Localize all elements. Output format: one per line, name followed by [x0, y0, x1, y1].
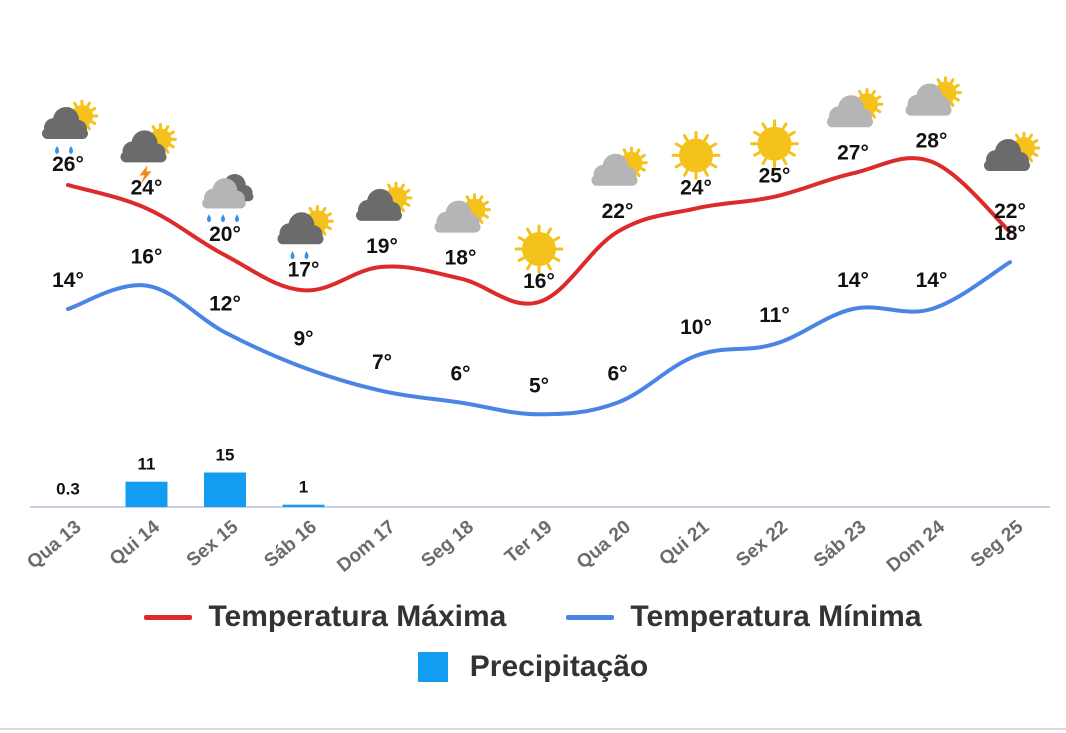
x-tick-label: Sex 15	[183, 516, 243, 571]
sun-cloud-dark-icon	[356, 181, 413, 221]
x-tick-label: Qua 20	[573, 517, 635, 574]
x-tick-label: Seg 18	[418, 517, 478, 572]
chart-canvas: 26°24°20°17°19°18°16°22°24°25°27°28°22°1…	[23, 76, 1050, 577]
x-tick-label: Sáb 16	[261, 517, 321, 572]
sun-rays	[671, 130, 721, 180]
min-value-label: 14°	[52, 269, 84, 292]
max-value-label: 26°	[52, 153, 84, 176]
series-line-min	[66, 260, 1012, 417]
sun-rays	[1007, 131, 1041, 165]
bottom-divider	[0, 728, 1066, 730]
max-value-label: 28°	[916, 130, 948, 153]
max-value-label: 24°	[131, 176, 163, 199]
min-value-label: 10°	[680, 316, 712, 339]
sun-cloud-light-icon	[434, 193, 491, 233]
x-tick-label: Dom 17	[333, 517, 399, 577]
sun-cloud-rain-icon	[42, 99, 99, 154]
min-value-label: 6°	[607, 363, 627, 386]
x-tick-label: Ter 19	[501, 517, 556, 568]
legend-swatch-max	[144, 614, 193, 620]
min-value-label: 12°	[209, 292, 241, 315]
legend-label-max: Temperatura Máxima	[208, 600, 507, 633]
precip-value-label: 15	[216, 446, 235, 465]
min-value-label: 16°	[131, 246, 163, 269]
chart-legend: Temperatura Máxima Temperatura Mínima Pr…	[0, 592, 1066, 692]
sun-rays	[750, 119, 799, 169]
max-value-label: 22°	[994, 200, 1026, 223]
x-tick-label: Qua 13	[23, 517, 85, 574]
legend-label-min: Temperatura Mínima	[630, 600, 922, 633]
sun-cloud-rain-icon	[277, 204, 334, 260]
sun-icon	[750, 119, 799, 169]
precip-bar	[282, 504, 325, 507]
max-value-label: 24°	[680, 176, 712, 199]
x-tick-label: Dom 24	[883, 516, 949, 576]
min-value-label: 7°	[372, 351, 392, 374]
max-value-label: 27°	[837, 141, 869, 164]
x-tick-label: Qui 21	[655, 516, 713, 570]
precip-value-label: 11	[138, 455, 156, 474]
max-value-label: 25°	[759, 165, 791, 188]
precip-value-label: 0.3	[56, 479, 80, 498]
max-value-label: 22°	[602, 200, 634, 223]
sun-cloud-light-icon	[905, 76, 962, 116]
x-tick-label: Qui 14	[106, 516, 164, 570]
max-value-label: 18°	[445, 247, 477, 270]
sun-cloud-light-icon	[827, 87, 884, 128]
precip-value-label: 1	[299, 478, 308, 497]
legend-item-max[interactable]: Temperatura Máxima	[144, 600, 506, 634]
max-value-label: 19°	[366, 235, 398, 258]
x-tick-label: Seg 25	[967, 516, 1028, 572]
min-value-label: 14°	[916, 269, 948, 292]
min-value-label: 18°	[994, 222, 1026, 245]
min-value-label: 11°	[759, 304, 790, 327]
legend-label-precip: Precipitação	[469, 650, 649, 683]
sun-icon	[671, 130, 721, 180]
x-tick-label: Sáb 23	[810, 517, 870, 572]
min-value-label: 14°	[837, 269, 869, 292]
max-value-label: 17°	[288, 258, 320, 281]
max-value-label: 20°	[209, 223, 241, 246]
max-value-label: 16°	[523, 270, 555, 293]
sun-cloud-light-icon	[591, 146, 648, 186]
sun-cloud-thunder-icon	[120, 123, 177, 185]
sun-cloud-dark-icon	[984, 131, 1041, 171]
series-line-max	[66, 156, 1012, 306]
min-value-label: 9°	[293, 328, 313, 351]
sun-icon	[514, 224, 564, 274]
cloud-rain-icon	[202, 174, 254, 223]
sun-rays	[514, 224, 564, 274]
x-tick-label: Sex 22	[732, 517, 792, 572]
legend-swatch-min	[566, 614, 615, 620]
min-value-label: 6°	[450, 363, 470, 386]
legend-item-min[interactable]: Temperatura Mínima	[566, 600, 922, 634]
min-value-label: 5°	[529, 374, 549, 397]
precip-bar	[125, 481, 168, 507]
legend-swatch-precip	[417, 652, 448, 682]
precip-bar	[204, 472, 246, 507]
legend-item-precip[interactable]: Precipitação	[417, 650, 649, 684]
